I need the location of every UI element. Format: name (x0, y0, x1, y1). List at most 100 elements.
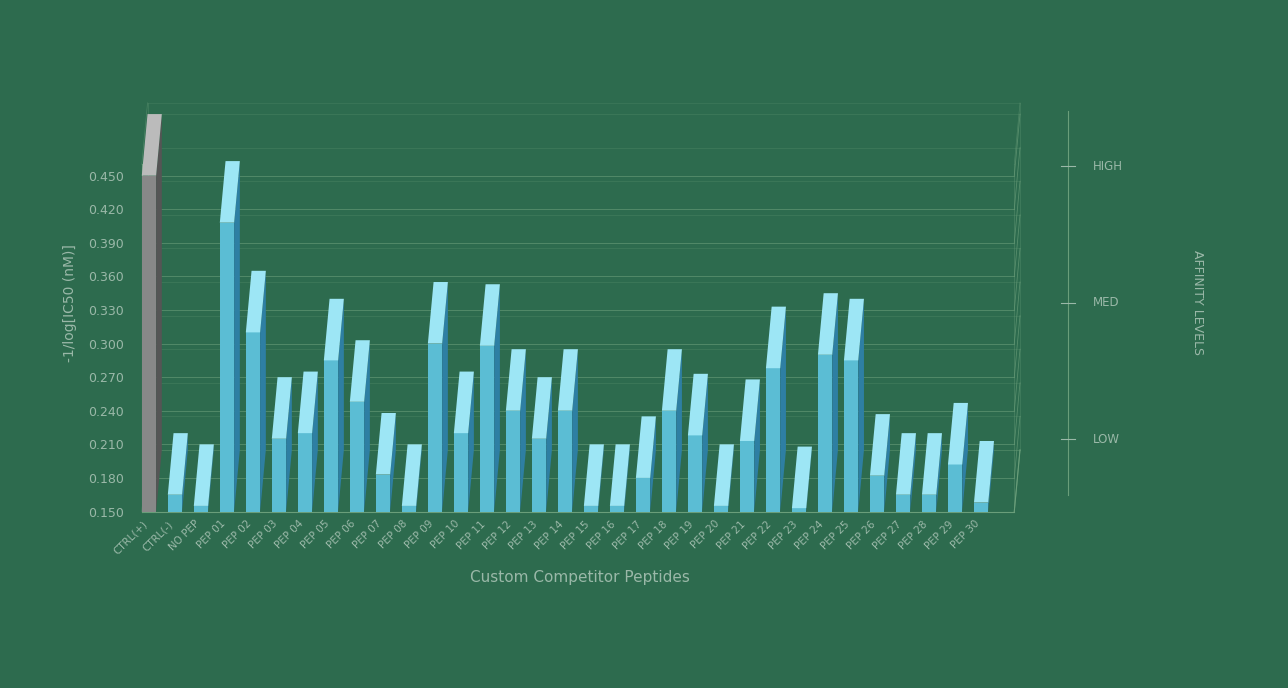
Polygon shape (558, 350, 578, 411)
Bar (896, 495, 911, 511)
Bar (193, 506, 209, 511)
Polygon shape (246, 271, 265, 332)
Polygon shape (766, 307, 786, 368)
Polygon shape (583, 444, 604, 506)
Polygon shape (182, 433, 188, 511)
Polygon shape (922, 433, 942, 495)
Bar (714, 506, 728, 511)
Polygon shape (869, 414, 890, 475)
Polygon shape (611, 444, 630, 506)
Polygon shape (714, 444, 734, 506)
Polygon shape (272, 377, 292, 439)
Polygon shape (832, 293, 838, 511)
Bar (818, 355, 832, 511)
Polygon shape (688, 374, 708, 436)
Polygon shape (220, 161, 240, 223)
Polygon shape (453, 372, 474, 433)
Bar (428, 343, 442, 511)
Polygon shape (598, 444, 604, 511)
Polygon shape (948, 403, 969, 464)
Bar (662, 411, 676, 511)
Polygon shape (209, 444, 214, 511)
Bar (167, 495, 182, 511)
Bar (948, 464, 962, 511)
Polygon shape (988, 441, 994, 511)
Bar (506, 411, 520, 511)
Polygon shape (428, 282, 448, 343)
Polygon shape (442, 282, 448, 511)
Polygon shape (885, 414, 890, 511)
Bar (688, 436, 702, 511)
Polygon shape (520, 350, 526, 511)
Polygon shape (911, 433, 916, 511)
Polygon shape (468, 372, 474, 511)
Polygon shape (260, 271, 265, 511)
Polygon shape (376, 413, 395, 475)
Polygon shape (416, 444, 422, 511)
Polygon shape (962, 403, 969, 511)
Bar (844, 361, 858, 511)
Text: LOW: LOW (1094, 433, 1121, 446)
Bar (480, 346, 495, 511)
Polygon shape (365, 341, 370, 511)
Bar (792, 508, 806, 511)
Polygon shape (702, 374, 708, 511)
Polygon shape (546, 377, 551, 511)
Bar (739, 441, 755, 511)
Bar (376, 475, 390, 511)
Polygon shape (572, 350, 578, 511)
Polygon shape (142, 114, 162, 175)
Polygon shape (402, 444, 422, 506)
Polygon shape (806, 447, 811, 511)
Polygon shape (298, 372, 318, 433)
Bar (636, 478, 650, 511)
Polygon shape (755, 379, 760, 511)
Y-axis label: -1/log[IC50 (nM)]: -1/log[IC50 (nM)] (63, 244, 77, 362)
Polygon shape (323, 299, 344, 361)
Bar (974, 502, 988, 511)
Bar (220, 223, 234, 511)
Polygon shape (156, 114, 162, 511)
Polygon shape (662, 350, 681, 411)
Polygon shape (506, 350, 526, 411)
Bar (922, 495, 936, 511)
Polygon shape (625, 444, 630, 511)
Bar (323, 361, 339, 511)
Polygon shape (896, 433, 916, 495)
Polygon shape (858, 299, 864, 511)
Polygon shape (781, 307, 786, 511)
Polygon shape (193, 444, 214, 506)
Bar (246, 332, 260, 511)
Text: MED: MED (1094, 297, 1119, 309)
Polygon shape (728, 444, 734, 511)
Polygon shape (339, 299, 344, 511)
Polygon shape (650, 416, 656, 511)
Polygon shape (636, 416, 656, 478)
Polygon shape (936, 433, 942, 511)
Polygon shape (792, 447, 811, 508)
X-axis label: Custom Competitor Peptides: Custom Competitor Peptides (470, 570, 689, 585)
Text: AFFINITY LEVELS: AFFINITY LEVELS (1191, 250, 1204, 355)
Polygon shape (234, 161, 240, 511)
Polygon shape (844, 299, 864, 361)
Polygon shape (974, 441, 994, 502)
Bar (611, 506, 625, 511)
Bar (298, 433, 312, 511)
Bar (350, 402, 365, 511)
Bar (766, 368, 781, 511)
Bar (558, 411, 572, 511)
Polygon shape (167, 433, 188, 495)
Bar (583, 506, 598, 511)
Polygon shape (350, 341, 370, 402)
Polygon shape (676, 350, 681, 511)
Text: HIGH: HIGH (1094, 160, 1123, 173)
Polygon shape (739, 379, 760, 441)
Polygon shape (390, 413, 395, 511)
Polygon shape (532, 377, 551, 439)
Polygon shape (312, 372, 318, 511)
Polygon shape (495, 284, 500, 511)
Bar (272, 439, 286, 511)
Polygon shape (286, 377, 292, 511)
Bar (869, 475, 885, 511)
Polygon shape (818, 293, 838, 355)
